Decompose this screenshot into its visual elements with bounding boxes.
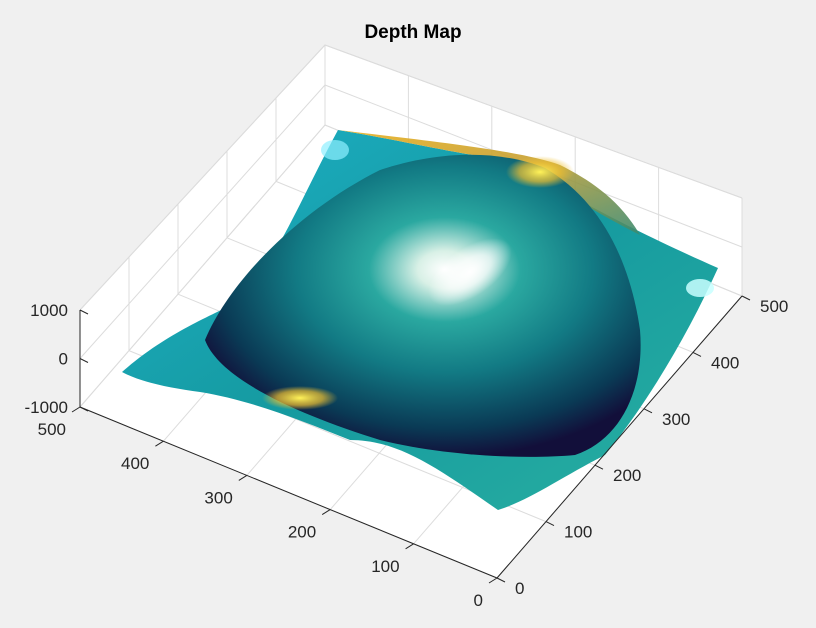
z-tick-label: 1000 [30,301,68,320]
surface-rim-highlight-top [506,156,574,188]
y-tick-label: 300 [662,410,690,429]
y-tick-mark [594,464,604,470]
x-tick-mark [321,509,331,516]
depth-surface [122,130,718,510]
x-tick-mark [488,577,498,584]
surface-dome [205,154,641,457]
surface-corner-glint [321,140,349,160]
surface-edge-glint [686,279,714,297]
y-tick-label: 400 [711,353,739,372]
y-tick-label: 100 [564,523,592,542]
x-tick-mark [71,406,81,413]
y-tick-mark [643,408,653,414]
z-tick-label: 0 [59,350,68,369]
x-tick-label: 300 [204,488,232,507]
axes [71,295,751,584]
surface-rim-highlight-bottom [262,386,338,410]
tick-labels: 0 100 200 300 400 500 0 100 200 300 400 500 -1000 0 10… [25,297,789,610]
y-tick-mark [741,295,751,301]
x-tick-label: 0 [474,591,483,610]
y-tick-mark [692,351,702,357]
x-axis-line [79,406,498,579]
y-tick-label: 0 [515,579,524,598]
x-tick-mark [238,474,248,481]
z-tick-mark [79,309,89,315]
x-tick-label: 400 [121,454,149,473]
y-tick-mark [496,577,506,583]
x-tick-label: 200 [288,523,316,542]
box-top-edge [79,44,743,311]
x-tick-label: 500 [38,420,66,439]
x-tick-mark [405,543,414,550]
surface-specular-highlight [428,238,512,306]
x-tick-mark [155,440,164,447]
z-tick-mark [79,358,89,363]
y-tick-mark [545,521,555,527]
surface-warm-band [338,130,640,235]
back-left-pane [80,45,325,407]
z-tick-mark [79,406,89,412]
y-tick-label: 500 [760,297,788,316]
x-tick-label: 100 [371,557,399,576]
z-tick-label: -1000 [25,398,68,417]
chart-title: Depth Map [364,22,461,43]
y-axis-line [496,295,743,579]
y-tick-label: 200 [613,466,641,485]
